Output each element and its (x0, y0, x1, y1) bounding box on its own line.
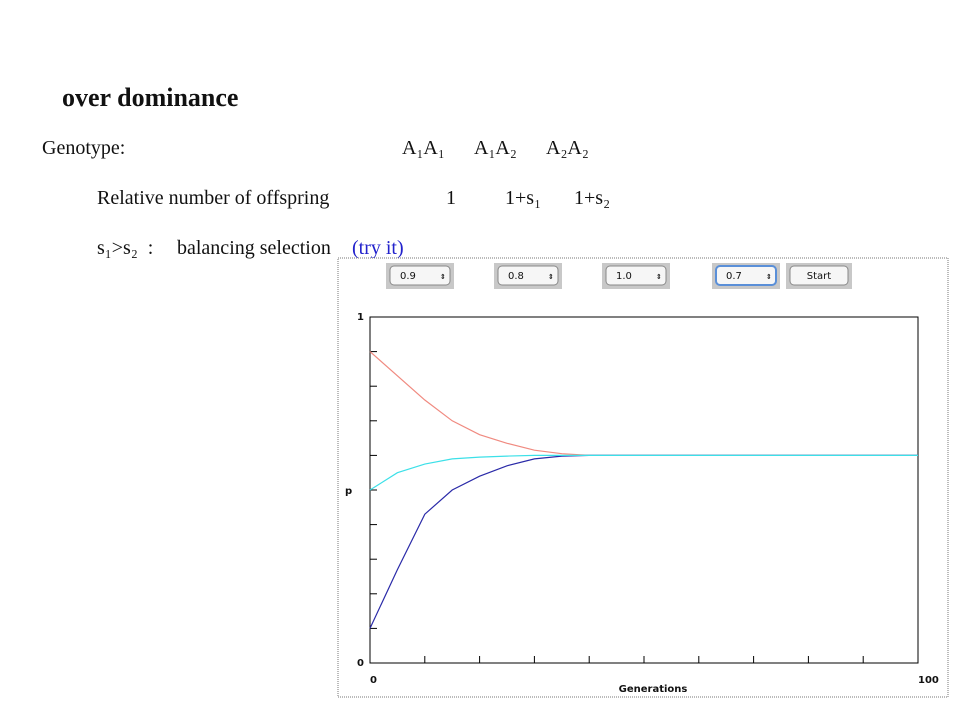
x-axis-label: Generations (619, 684, 688, 695)
dropdown-value: 1.0 (616, 271, 632, 282)
dropdown[interactable] (715, 265, 777, 286)
dropdown[interactable] (497, 265, 559, 286)
dropdown-value: 0.8 (508, 271, 524, 282)
offspring: 1 (446, 187, 456, 209)
genotype: A₁A₂ (474, 137, 517, 159)
link[interactable]: (try it) (352, 237, 404, 259)
x-tick-label: 100 (918, 675, 939, 686)
series-line (369, 454, 918, 491)
genotype: A₁A₁ (402, 137, 445, 159)
dropdown[interactable] (605, 265, 667, 286)
offspring: 1+s₂ (574, 187, 610, 209)
dropdown-value: 0.7 (726, 271, 742, 282)
plot-area (369, 316, 919, 664)
dropdown-arrow: ⇕ (440, 273, 446, 281)
y-axis-label: p (345, 486, 352, 497)
title: over dominance (62, 83, 238, 112)
dropdown-arrow: ⇕ (548, 273, 554, 281)
y-tick-label: 0 (357, 658, 364, 669)
y-tick-label: 1 (357, 312, 364, 323)
condition: s₁>s₂ : (97, 237, 153, 259)
dropdown-value: 0.9 (400, 271, 416, 282)
button-label: Start (807, 271, 832, 282)
x-tick-label: 0 (370, 675, 377, 686)
dropdown[interactable] (389, 265, 451, 286)
genotype: A₂A₂ (546, 137, 589, 159)
selection: balancing selection (177, 237, 331, 259)
start-button[interactable] (789, 265, 849, 286)
dropdown-arrow: ⇕ (656, 273, 662, 281)
offspring: 1+s₁ (505, 187, 541, 209)
offspring-label: Relative number of offspring (97, 187, 329, 209)
dropdown-arrow: ⇕ (766, 273, 772, 281)
genotype-label: Genotype: (42, 137, 125, 159)
